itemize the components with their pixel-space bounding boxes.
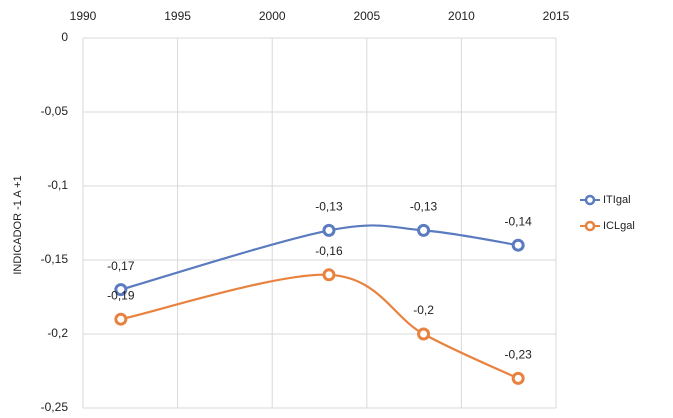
y-tick-label: -0,2 (47, 326, 68, 340)
data-label: -0,19 (107, 288, 135, 302)
data-point (511, 371, 525, 385)
legend-label: ICLgal (603, 220, 635, 232)
data-label: -0,23 (504, 348, 532, 362)
x-tick-label: 1990 (70, 9, 97, 23)
x-tick-label: 2010 (448, 9, 475, 23)
data-label: -0,13 (315, 200, 343, 214)
y-tick-label: -0,15 (41, 252, 69, 266)
y-tick-label: 0 (61, 30, 68, 44)
y-tick-label: -0,05 (41, 104, 69, 118)
data-point (114, 283, 128, 297)
series-line (120, 273, 519, 380)
legend-marker (584, 194, 596, 206)
data-label: -0,14 (504, 214, 532, 228)
legend-marker (584, 220, 596, 232)
y-tick-label: -0,1 (47, 178, 68, 192)
x-tick-label: 2015 (543, 9, 570, 23)
series-line (120, 224, 519, 291)
x-tick-label: 2005 (353, 9, 380, 23)
data-point (322, 268, 336, 282)
data-point (322, 223, 336, 237)
x-tick-label: 1995 (164, 9, 191, 23)
data-label: -0,13 (410, 200, 438, 214)
y-tick-label: -0,25 (41, 400, 69, 414)
data-label: -0,16 (315, 244, 343, 258)
data-point (417, 223, 431, 237)
data-label: -0,17 (107, 259, 135, 273)
y-axis-label: INDICADOR -1 A +1 (12, 175, 24, 274)
data-point (417, 327, 431, 341)
data-point (114, 312, 128, 326)
data-point (511, 238, 525, 252)
legend-label: ITIgal (603, 194, 631, 206)
data-label: -0,2 (413, 303, 434, 317)
x-tick-label: 2000 (259, 9, 286, 23)
